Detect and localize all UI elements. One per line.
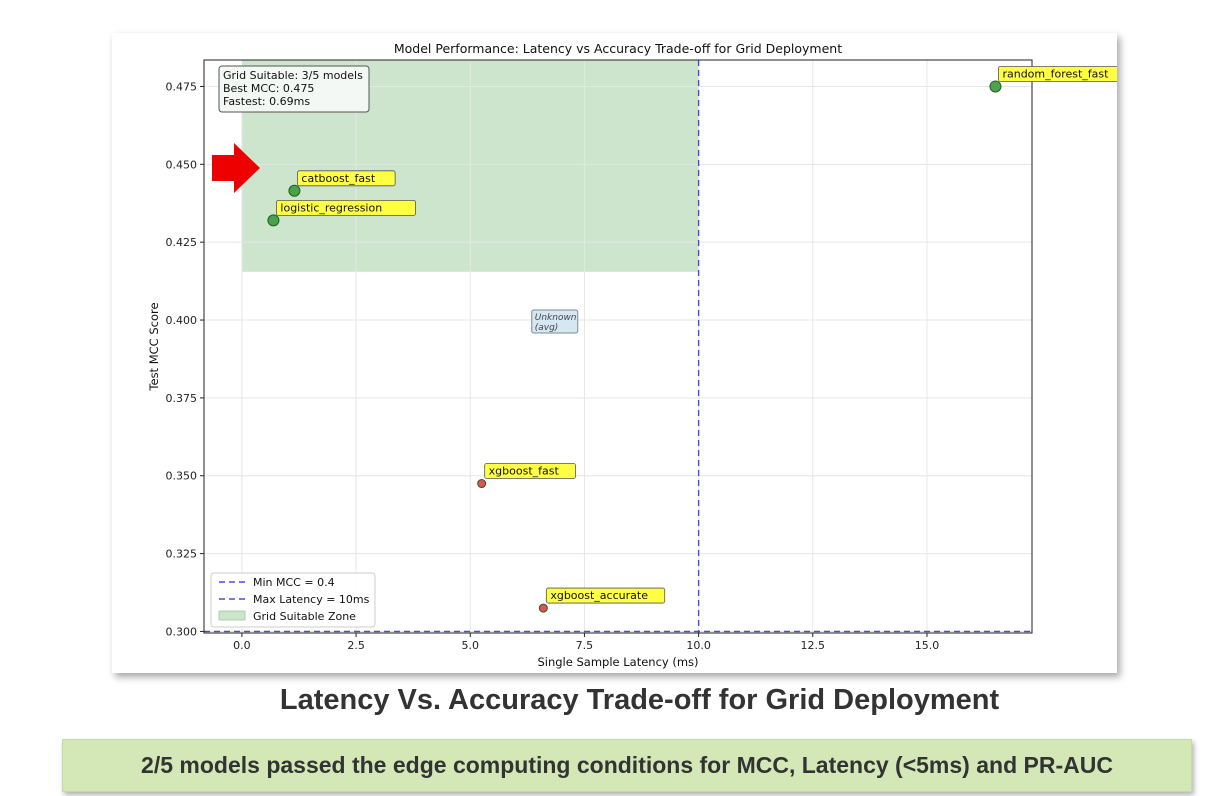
unknown-label-box	[531, 309, 579, 334]
legend-entry: Min MCC = 0.4	[253, 576, 335, 589]
callout-text: 2/5 models passed the edge computing con…	[141, 752, 1113, 778]
data-point	[538, 603, 548, 613]
x-tick-label: 12.5	[801, 639, 826, 652]
y-tick-label: 0.375	[166, 392, 198, 405]
data-point	[989, 80, 1002, 93]
data-point	[477, 479, 487, 489]
point-label-box	[276, 199, 416, 216]
red-arrow-icon	[212, 143, 260, 193]
x-axis-label: Single Sample Latency (ms)	[537, 655, 698, 669]
x-tick-label: 15.0	[915, 639, 940, 652]
point-label: random_forest_fast	[1002, 67, 1109, 80]
unknown-label-text: (avg)	[535, 323, 559, 333]
point-label: catboost_fast	[301, 172, 375, 185]
x-tick-label: 0.0	[233, 639, 251, 652]
callout-box: 2/5 models passed the edge computing con…	[62, 739, 1192, 792]
legend-entry: Max Latency = 10ms	[253, 593, 370, 606]
x-tick-label: 7.5	[576, 639, 594, 652]
y-tick-label: 0.475	[166, 80, 198, 93]
info-box-line: Grid Suitable: 3/5 models	[223, 69, 363, 82]
point-label: xgboost_accurate	[550, 589, 648, 602]
y-tick-label: 0.350	[166, 470, 198, 483]
point-label: xgboost_fast	[489, 465, 560, 478]
y-tick-label: 0.450	[166, 158, 198, 171]
legend-swatch-zone	[218, 610, 246, 621]
plot-frame	[203, 59, 1033, 634]
point-label-box	[545, 587, 666, 604]
chart-title: Model Performance: Latency vs Accuracy T…	[394, 41, 842, 56]
legend-entry: Grid Suitable Zone	[253, 610, 356, 623]
y-axis-label: Test MCC Score	[147, 302, 161, 391]
x-tick-label: 5.0	[462, 639, 480, 652]
unknown-label-text: Unknown	[535, 313, 577, 323]
data-point	[288, 184, 301, 197]
info-box-line: Fastest: 0.69ms	[223, 95, 310, 108]
y-tick-label: 0.300	[166, 625, 198, 638]
info-box-line: Best MCC: 0.475	[223, 82, 314, 95]
point-label-box	[484, 463, 576, 479]
x-tick-label: 2.5	[347, 639, 365, 652]
data-point	[267, 214, 280, 227]
x-tick-label: 10.0	[686, 639, 711, 652]
slide-title: Latency Vs. Accuracy Trade-off for Grid …	[279, 684, 1000, 716]
point-label-box	[297, 170, 396, 187]
info-box	[218, 65, 370, 113]
y-tick-label: 0.400	[166, 314, 198, 327]
point-label: logistic_regression	[280, 201, 382, 214]
chart-panel: 0.0 2.5 5.0 7.5 10.0 12.5 15.0 0.300 0.325 0.350 0…	[112, 33, 1117, 673]
legend-box	[210, 572, 376, 628]
y-tick-label: 0.425	[166, 236, 198, 249]
y-tick-label: 0.325	[166, 548, 198, 561]
scatter-chart: 0.0 2.5 5.0 7.5 10.0 12.5 15.0 0.300 0.325 0.350 0…	[147, 41, 1117, 669]
point-label-box	[998, 66, 1117, 82]
